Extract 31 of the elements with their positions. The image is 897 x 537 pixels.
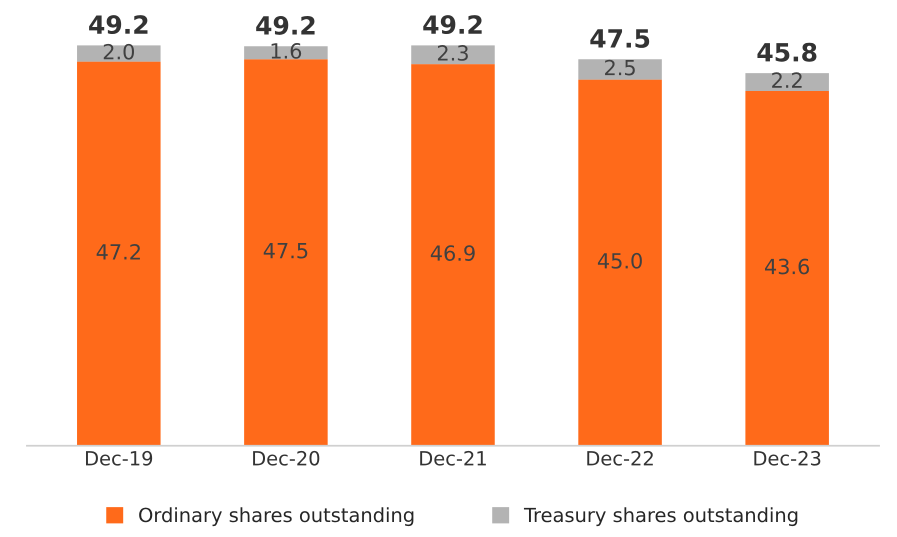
bar	[411, 64, 495, 446]
total-label: 49.2	[256, 16, 315, 35]
bar	[578, 59, 662, 80]
data-label: 2.0	[104, 44, 134, 60]
data-label: 47.2	[96, 244, 140, 260]
bar	[244, 59, 328, 446]
data-label: 47.5	[264, 243, 308, 259]
data-label: 1.6	[272, 43, 302, 59]
bar	[578, 80, 662, 446]
x-tick-label: Dec-22	[587, 450, 653, 466]
total-label: 47.5	[590, 29, 650, 48]
bar	[745, 90, 829, 446]
total-label: 45.8	[757, 42, 816, 62]
bar	[77, 45, 161, 62]
bar	[411, 45, 495, 64]
x-tick-label: Dec-19	[86, 450, 152, 466]
legend-label: Treasury shares outstanding	[524, 507, 798, 526]
x-tick-label: Dec-21	[420, 450, 486, 466]
total-label: 49.2	[423, 15, 482, 34]
data-label: 46.9	[430, 245, 475, 261]
x-tick-label: Dec-23	[754, 450, 820, 466]
legend-label: Ordinary shares outstanding	[139, 507, 414, 526]
data-label: 2.5	[605, 60, 635, 76]
x-tick-label: Dec-20	[253, 450, 320, 466]
data-label: 45.0	[598, 252, 642, 269]
bar	[77, 62, 161, 446]
data-label: 43.6	[764, 258, 810, 274]
data-label: 2.2	[772, 72, 802, 88]
bar	[745, 73, 829, 91]
total-label: 49.2	[89, 15, 148, 34]
data-label: 2.3	[438, 45, 468, 61]
